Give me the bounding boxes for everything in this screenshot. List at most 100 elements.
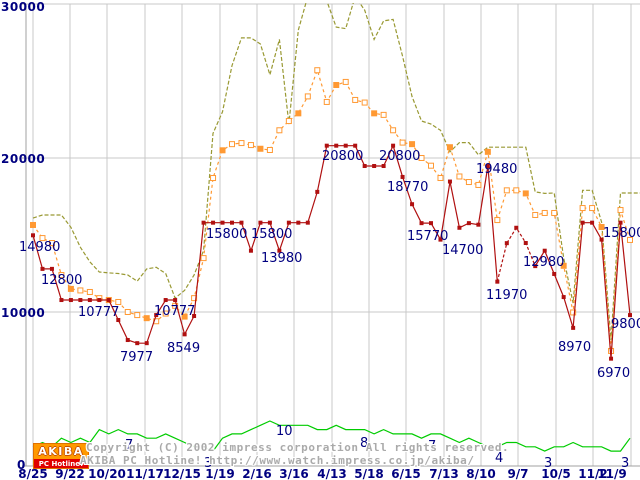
middle-price-line-marker — [191, 295, 198, 302]
lowest-price-line — [534, 222, 631, 359]
y-axis-label: 0 — [17, 458, 26, 472]
middle-price-line-marker — [219, 147, 226, 154]
akiba-pc-hotline-logo: AKIBA PC Hotline! — [33, 443, 89, 469]
lowest-price-line-marker — [230, 220, 234, 225]
lowest-price-line-marker — [163, 298, 168, 303]
middle-price-line-marker — [295, 110, 302, 117]
price-data-label: 14700 — [442, 243, 483, 258]
lowest-price-line-marker — [400, 174, 405, 179]
lowest-price-line-marker — [296, 220, 301, 225]
x-axis-label: 11/2 — [578, 467, 607, 480]
lowest-price-line-marker — [248, 248, 253, 253]
lowest-price-line-marker — [362, 164, 367, 169]
middle-price-line-marker — [446, 144, 453, 151]
lowest-price-line-marker — [31, 233, 35, 238]
x-axis-label: 9/22 — [55, 467, 84, 480]
x-axis-label: 8/10 — [466, 467, 495, 480]
price-data-label: 15770 — [407, 229, 448, 244]
middle-price-line-marker — [172, 302, 179, 309]
lowest-price-line-marker — [135, 341, 140, 346]
middle-price-line-marker — [257, 145, 264, 152]
price-data-label: 9800 — [611, 317, 640, 332]
lowest-price-line-marker — [68, 298, 73, 303]
lowest-price-line-marker — [267, 220, 272, 225]
lowest-price-line-marker — [144, 341, 149, 346]
lowest-price-line-marker — [182, 332, 187, 337]
lowest-price-line-marker — [286, 220, 291, 225]
x-axis-label: 2/16 — [242, 467, 271, 480]
lowest-price-line-marker — [571, 325, 576, 330]
count-data-label: 8 — [360, 436, 368, 451]
lowest-price-line-marker — [78, 298, 83, 303]
middle-price-line-marker — [465, 179, 472, 186]
lowest-price-line-marker — [154, 313, 159, 318]
middle-price-line-marker — [361, 99, 368, 106]
middle-price-line-marker — [58, 272, 65, 279]
price-data-label: 8549 — [167, 341, 200, 356]
lowest-price-line-marker — [495, 279, 500, 284]
middle-price-line-marker — [570, 309, 577, 316]
price-data-label: 11970 — [486, 288, 527, 303]
lowest-price-line-marker — [429, 221, 433, 226]
lowest-price-line-marker — [552, 271, 557, 276]
y-axis-label: 30000 — [1, 0, 45, 14]
count-data-label: 3 — [204, 456, 212, 471]
lowest-price-line-marker — [523, 241, 528, 246]
y-axis-label: 10000 — [1, 306, 45, 320]
price-data-label: 15800 — [251, 227, 292, 242]
x-axis-label: 1/19 — [205, 467, 234, 480]
middle-price-line-marker — [210, 175, 217, 182]
x-axis-label: 8/25 — [18, 467, 47, 480]
lowest-price-line-marker — [457, 225, 462, 230]
middle-price-line-marker — [380, 111, 387, 118]
price-data-label: 10777 — [154, 304, 195, 319]
lowest-price-line-marker — [334, 143, 339, 148]
price-data-label: 12800 — [41, 273, 82, 288]
lowest-price-line-marker — [277, 248, 282, 253]
x-axis-label: 9/7 — [507, 467, 528, 480]
middle-price-line-marker — [181, 313, 188, 320]
lowest-price-line-marker — [599, 237, 604, 242]
lowest-price-line-marker — [391, 143, 396, 148]
lowest-price-line-marker — [106, 298, 111, 303]
middle-price-line-marker — [522, 190, 529, 197]
middle-price-line-marker — [115, 298, 122, 305]
count-data-label: 7 — [428, 439, 436, 454]
lowest-price-line-marker — [116, 318, 121, 323]
price-data-label: 18770 — [387, 180, 428, 195]
lowest-price-line-marker — [485, 164, 490, 169]
lowest-price-line-marker — [466, 221, 471, 226]
lowest-price-line-marker — [97, 298, 102, 303]
x-axis-label: 3/16 — [279, 467, 308, 480]
middle-price-line — [32, 68, 631, 352]
count-data-label: 4 — [495, 451, 503, 466]
count-data-label: 3 — [544, 456, 552, 471]
middle-price-line-marker — [456, 173, 463, 180]
middle-price-line-marker — [266, 146, 273, 153]
price-data-label: 20800 — [379, 149, 420, 164]
middle-price-line-marker — [314, 67, 321, 74]
price-data-label: 13980 — [261, 251, 302, 266]
count-data-label: 10 — [276, 424, 293, 439]
middle-price-line-marker — [399, 139, 406, 146]
price-data-label: 8970 — [558, 340, 591, 355]
count-data-label: 7 — [125, 438, 133, 453]
lowest-price-line-marker — [609, 356, 614, 361]
middle-price-line-marker — [532, 211, 539, 218]
lowest-price-line-marker — [239, 220, 244, 225]
middle-price-line-marker — [77, 287, 84, 294]
middle-price-line-marker — [560, 262, 567, 269]
lowest-price-line-marker — [87, 298, 92, 303]
price-data-label: 10777 — [78, 305, 119, 320]
x-axis-label: 10/20 — [88, 467, 126, 480]
price-data-label: 20800 — [322, 149, 363, 164]
middle-price-line-marker — [371, 110, 378, 117]
price-data-label: 6970 — [597, 366, 630, 381]
middle-price-line-marker — [276, 127, 283, 134]
x-axis-label: 7/13 — [429, 467, 458, 480]
middle-price-line-marker — [86, 288, 93, 295]
upper-price-line — [32, 3, 640, 341]
middle-price-line-marker — [200, 255, 207, 262]
lowest-price-line-marker — [410, 202, 415, 207]
lowest-price-line-marker — [372, 164, 377, 169]
